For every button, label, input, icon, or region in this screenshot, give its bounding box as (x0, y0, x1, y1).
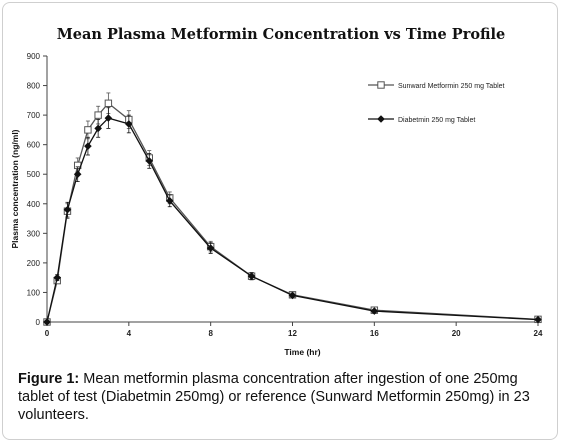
x-tick-label: 24 (534, 329, 543, 338)
data-point (53, 273, 62, 282)
y-tick-label: 200 (27, 259, 41, 268)
figure-caption: Figure 1: Mean metformin plasma concentr… (18, 370, 546, 424)
data-point (73, 170, 82, 179)
x-tick-label: 4 (127, 329, 132, 338)
y-tick-label: 400 (27, 200, 41, 209)
y-tick-label: 700 (27, 111, 41, 120)
legend-marker (377, 115, 385, 123)
chart-title: Mean Plasma Metformin Concentration vs T… (56, 26, 506, 43)
data-point (288, 291, 297, 300)
data-point (84, 142, 92, 150)
x-tick-label: 8 (208, 329, 213, 338)
y-tick-label: 600 (27, 141, 41, 150)
x-tick-label: 0 (45, 329, 50, 338)
caption-text: Mean metformin plasma concentration afte… (18, 371, 530, 423)
x-axis-label: Time (hr) (284, 347, 320, 357)
data-point (370, 307, 379, 315)
data-point (94, 111, 102, 119)
y-axis-label: Plasma concentration (ng/ml) (10, 129, 20, 248)
y-tick-label: 100 (27, 288, 41, 297)
legend-label: Sunward Metformin 250 mg Tablet (398, 83, 505, 90)
series-diabetmin (43, 107, 542, 326)
series-sunward (43, 92, 542, 326)
data-point (63, 205, 72, 214)
data-point (104, 99, 113, 107)
x-tick-label: 16 (370, 329, 379, 338)
y-tick-label: 500 (27, 170, 41, 179)
x-tick-label: 20 (452, 329, 461, 338)
legend-marker (377, 81, 385, 89)
data-point (43, 318, 51, 326)
y-tick-label: 300 (27, 229, 41, 238)
data-point (125, 120, 133, 128)
legend-label: Diabetmin 250 mg Tablet (398, 117, 475, 124)
figure-frame (2, 2, 558, 440)
legend-entry: Diabetmin 250 mg Tablet (368, 115, 475, 124)
data-point (104, 114, 113, 122)
legend-entry: Sunward Metformin 250 mg Tablet (368, 81, 505, 90)
data-point (247, 272, 256, 280)
data-point (145, 157, 154, 165)
data-point (534, 315, 542, 324)
y-tick-label: 900 (27, 52, 41, 61)
data-point (165, 197, 174, 205)
data-point (84, 126, 92, 134)
data-point (94, 124, 102, 133)
x-tick-label: 12 (288, 329, 297, 338)
data-point (206, 244, 215, 252)
y-tick-label: 0 (36, 318, 41, 327)
caption-label: Figure 1: (18, 371, 80, 387)
series-line (46, 102, 539, 323)
y-tick-label: 800 (27, 82, 41, 91)
